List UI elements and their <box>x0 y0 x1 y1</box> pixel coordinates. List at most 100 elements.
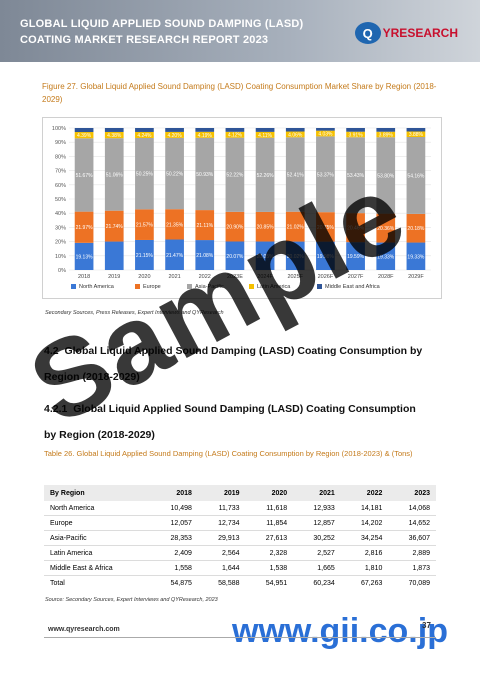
data-label: 21.35% <box>166 222 184 228</box>
data-label: 20.05% <box>257 254 275 260</box>
table-row: Latin America 2,409 2,564 2,328 2,527 2,… <box>44 545 436 561</box>
bar-segment <box>165 239 184 270</box>
table-cell: 54,875 <box>150 575 198 590</box>
bar-segment <box>285 137 305 212</box>
bar-segment <box>406 213 426 243</box>
data-label: 19.98% <box>317 254 335 260</box>
table-cell: 36,607 <box>388 530 436 546</box>
bar-segment <box>195 137 215 211</box>
y-tick-label: 70% <box>55 169 66 175</box>
data-label: 20.07% <box>226 254 244 260</box>
table-cell: 67,263 <box>340 575 389 590</box>
data-label: 4.20% <box>167 133 182 139</box>
data-label: 4.03% <box>318 132 333 138</box>
page-number: 37 <box>422 621 431 630</box>
x-tick-label: 2026F <box>318 274 334 280</box>
data-label: 4.11% <box>258 133 272 139</box>
table-source: Source: Secondary Sources, Expert Interv… <box>45 597 218 603</box>
data-label: 20.36% <box>377 226 395 232</box>
bar-segment <box>104 138 124 211</box>
bar-segment <box>346 213 365 243</box>
bar-segment <box>376 242 396 270</box>
report-title: GLOBAL LIQUID APPLIED SOUND DAMPING (LAS… <box>20 18 304 46</box>
bar-segment <box>195 128 215 132</box>
table-cell: Middle East & Africa <box>44 560 151 576</box>
table-cell: 28,353 <box>150 530 198 546</box>
legend-swatch <box>71 284 76 289</box>
legend-label: Middle East and Africa <box>325 284 381 290</box>
bar-segment <box>135 128 154 132</box>
table-cell: 12,933 <box>293 501 341 516</box>
figure-source: Secondary Sources, Press Releases, Exper… <box>45 310 224 316</box>
x-tick-label: 2022 <box>199 274 211 280</box>
bar-segment <box>74 132 94 139</box>
bar-segment <box>316 128 335 131</box>
x-tick-label: 2027F <box>348 274 364 280</box>
header-cell: 2023 <box>388 485 436 501</box>
bar-segment <box>165 128 184 132</box>
section-4-2-1-heading: 4.2.1 Global Liquid Applied Sound Dampin… <box>44 396 424 448</box>
data-label: 53.43% <box>347 173 365 179</box>
table-cell: 30,252 <box>293 530 341 546</box>
table-caption: Table 26. Global Liquid Applied Sound Da… <box>44 449 413 458</box>
data-label: 3.91% <box>348 132 363 138</box>
data-label: 51.06% <box>106 172 124 178</box>
y-tick-label: 10% <box>55 254 66 260</box>
data-label: 21.47% <box>166 253 184 259</box>
x-tick-label: 2018 <box>78 274 90 280</box>
x-tick-label: 2020 <box>138 274 150 280</box>
bar-segment <box>195 210 215 241</box>
data-label: 53.37% <box>317 172 335 178</box>
bar-segment <box>285 131 305 138</box>
table-cell: 14,652 <box>388 515 436 531</box>
section-4-2-title: Global Liquid Applied Sound Damping (LAS… <box>44 345 423 383</box>
table-header-row: By Region 2018 2019 2020 2021 2022 2023 <box>44 485 436 501</box>
data-label: 4.38% <box>107 133 122 139</box>
y-tick-label: 80% <box>55 154 66 160</box>
bar-segment <box>74 242 94 270</box>
table-cell: 34,254 <box>340 530 389 546</box>
x-tick-label: 2029F <box>408 274 424 280</box>
header-cell: 2022 <box>340 485 389 501</box>
bar-segment <box>376 131 396 138</box>
data-label: 50.22% <box>166 172 184 178</box>
data-label: 20.85% <box>257 225 275 231</box>
bar-segment <box>225 131 245 138</box>
bar-segment <box>255 137 275 212</box>
data-label: 20.90% <box>226 225 244 231</box>
data-label: 3.89% <box>379 132 394 138</box>
data-label: 19.33% <box>377 254 395 260</box>
bar-segment <box>74 211 94 243</box>
bar-segment <box>285 241 305 270</box>
table-cell: 54,951 <box>245 575 294 590</box>
data-label: 52.22% <box>226 173 244 179</box>
data-label: 21.74% <box>106 224 124 230</box>
bar-segment <box>165 137 184 210</box>
bar-segment <box>255 131 275 138</box>
y-tick-label: 60% <box>55 183 66 189</box>
table-cell: 60,234 <box>293 575 341 590</box>
y-tick-label: 50% <box>55 197 66 203</box>
bar-segment <box>225 241 245 270</box>
bar-segment <box>376 213 396 243</box>
bar-segment <box>104 128 124 132</box>
data-label: 20.02% <box>287 254 305 260</box>
y-tick-label: 90% <box>55 140 66 146</box>
legend-label: Europe <box>143 284 161 290</box>
data-label: 50.25% <box>136 172 154 178</box>
bar-segment <box>316 212 335 242</box>
bar-segment <box>406 242 426 270</box>
bar-segment <box>346 128 365 132</box>
market-share-chart: 0% 10% 20% 30% 40% 50% 60% 70% 80% 90% 100% 19.13% 2… <box>42 117 442 299</box>
data-label: 3.88% <box>409 132 424 138</box>
report-header: GLOBAL LIQUID APPLIED SOUND DAMPING (LAS… <box>0 0 480 62</box>
qyresearch-logo: Q YRESEARCH <box>354 22 458 44</box>
table-cell: 1,558 <box>150 560 198 576</box>
bar-segment <box>165 131 184 138</box>
section-4-2-1-number: 4.2.1 <box>44 403 68 415</box>
legend-label: Latin America <box>257 284 291 290</box>
table-cell: 12,857 <box>293 515 341 531</box>
table-cell: 1,538 <box>245 560 294 576</box>
y-tick-label: 30% <box>55 225 66 231</box>
y-tick-label: 100% <box>52 126 66 132</box>
